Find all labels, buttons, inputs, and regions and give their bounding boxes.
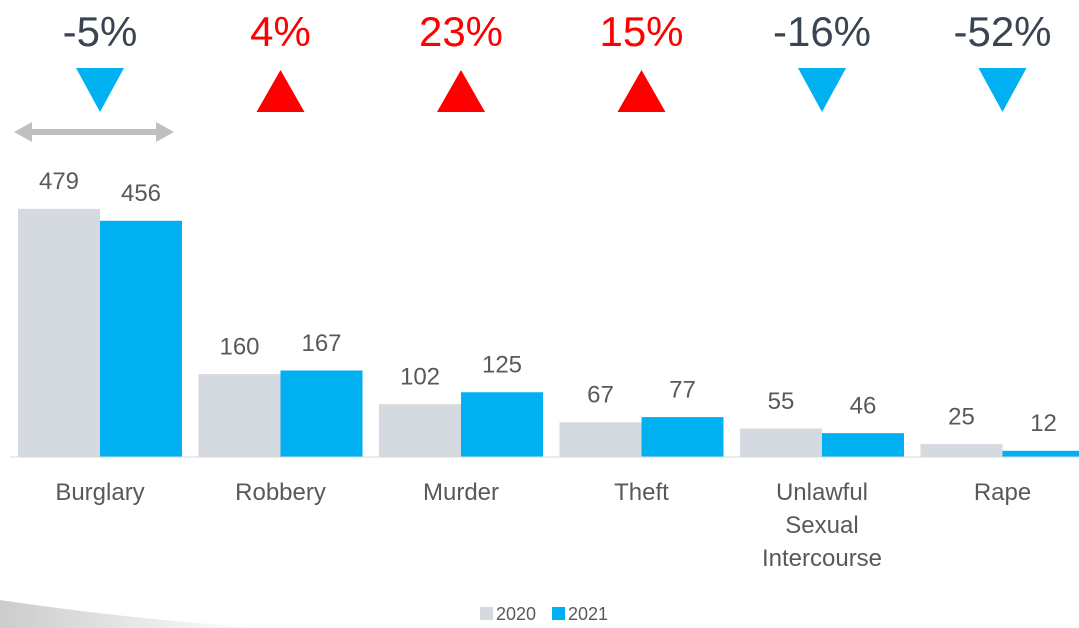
bar [641,417,724,457]
legend-swatch [552,607,565,620]
x-tick-label: Rape [973,479,1032,506]
change-label: -5% [63,8,138,55]
up-arrow [617,70,666,112]
bar [198,374,281,457]
data-label: 12 [1030,410,1057,437]
bar [18,208,100,457]
bar [1002,450,1079,457]
data-label: 160 [219,333,259,360]
x-tick-label: Burglary [55,479,145,506]
x-tick-label: Theft [614,479,669,506]
up-arrow [437,70,485,112]
legend-label: 2021 [568,604,608,624]
bar [920,444,1003,457]
decoration [0,600,260,628]
change-label: 4% [250,8,311,55]
up-arrow [256,70,305,112]
bar [740,428,822,457]
change-label: 15% [599,8,683,55]
bar [100,220,182,457]
data-label: 67 [587,382,614,409]
down-arrow [798,68,846,112]
data-label: 46 [850,393,877,420]
legend-label: 2020 [496,604,536,624]
data-label: 102 [400,364,440,391]
data-label: 55 [768,388,795,415]
bar [379,404,461,457]
x-tick-label: Murder [422,479,500,506]
bar [822,433,904,457]
data-label: 167 [301,330,341,357]
down-arrow [76,68,124,112]
bar [280,370,363,457]
down-arrow [978,68,1027,112]
legend-swatch [480,607,493,620]
change-label: 23% [419,8,503,55]
bar [461,392,543,457]
change-label: -16% [773,8,871,55]
data-label: 479 [39,168,79,195]
data-label: 77 [669,376,696,403]
double-arrow [14,122,174,142]
x-tick-label: Robbery [235,479,326,506]
change-label: -52% [953,8,1051,55]
data-label: 456 [121,180,161,207]
x-tick-label: Unlawful Sexual Intercourse [761,479,883,572]
bar [559,422,642,457]
data-label: 25 [948,403,975,430]
data-label: 125 [482,352,522,379]
